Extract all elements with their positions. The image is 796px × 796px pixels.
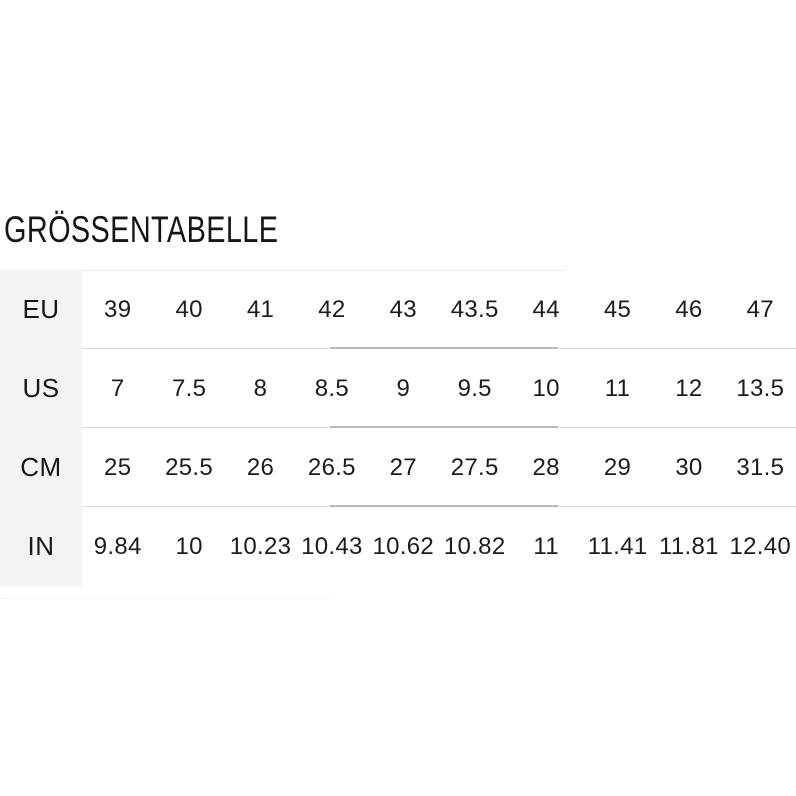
size-cell: 43.5 <box>450 295 499 323</box>
size-cell: 40 <box>175 295 203 323</box>
row-divider <box>82 505 796 507</box>
size-cell: 7.5 <box>171 374 207 402</box>
size-cell: 44 <box>532 295 560 323</box>
row-label-cm: CM <box>0 428 82 507</box>
size-cell: 11.81 <box>659 532 719 560</box>
size-cell: 11 <box>604 374 631 402</box>
size-cell: 10 <box>532 374 560 402</box>
size-cell: 10.62 <box>372 532 435 560</box>
size-cell: 7 <box>110 374 125 402</box>
size-chart-title: GRÖSSENTABELLE <box>4 209 279 250</box>
table-row-in: IN 9.84 10 10.23 10.43 10.62 10.82 11 11… <box>0 507 796 586</box>
size-cell: 46 <box>675 295 703 323</box>
size-cell: 27 <box>389 453 417 481</box>
size-cell: 42 <box>318 295 346 323</box>
size-cell: 26 <box>246 453 275 481</box>
size-cell: 47 <box>746 295 774 323</box>
size-cell: 25.5 <box>165 453 214 481</box>
size-cell: 9.84 <box>93 532 142 560</box>
size-cell: 30 <box>675 453 703 481</box>
size-cell: 45 <box>603 295 632 323</box>
row-divider <box>82 426 796 428</box>
size-cell: 10 <box>175 532 203 560</box>
size-cell: 28 <box>532 453 560 481</box>
table-row-us: US 7 7.5 8 8.5 9 9.5 10 11 12 13.5 <box>0 349 796 428</box>
size-cell: 10.43 <box>301 532 363 560</box>
size-cell: 25 <box>104 453 132 481</box>
size-cell: 8 <box>253 374 268 402</box>
row-divider-dark-segment <box>330 347 558 349</box>
row-divider-dark-segment <box>330 505 558 507</box>
size-table: EU 39 40 41 42 43 43.5 44 45 46 47 US 7 … <box>0 270 796 599</box>
size-cell: 29 <box>603 453 632 481</box>
size-cell: 9 <box>396 374 411 402</box>
size-cell: 10.23 <box>229 532 292 560</box>
size-cell: 39 <box>104 295 132 323</box>
table-bottom-faint-line <box>0 598 330 599</box>
row-label-us: US <box>0 349 82 428</box>
size-cell: 26.5 <box>307 453 356 481</box>
size-cell: 8.5 <box>314 374 350 402</box>
row-label-in: IN <box>0 507 82 586</box>
table-row-eu: EU 39 40 41 42 43 43.5 44 45 46 47 <box>0 270 796 349</box>
size-cell: 11.41 <box>587 532 648 560</box>
size-cell: 41 <box>246 295 275 323</box>
size-cell: 27.5 <box>450 453 499 481</box>
table-row-cm: CM 25 25.5 26 26.5 27 27.5 28 29 30 31.5 <box>0 428 796 507</box>
row-divider-dark-segment <box>330 426 558 428</box>
size-cell: 12 <box>675 374 703 402</box>
size-cell: 43 <box>389 295 417 323</box>
size-cell: 12.40 <box>729 532 792 560</box>
size-cell: 31.5 <box>736 453 785 481</box>
size-cell: 9.5 <box>457 374 492 402</box>
size-cell: 11 <box>533 532 559 560</box>
size-cell: 10.82 <box>443 532 506 560</box>
row-divider <box>82 347 796 349</box>
size-cell: 13.5 <box>736 374 785 402</box>
row-label-eu: EU <box>0 270 82 349</box>
